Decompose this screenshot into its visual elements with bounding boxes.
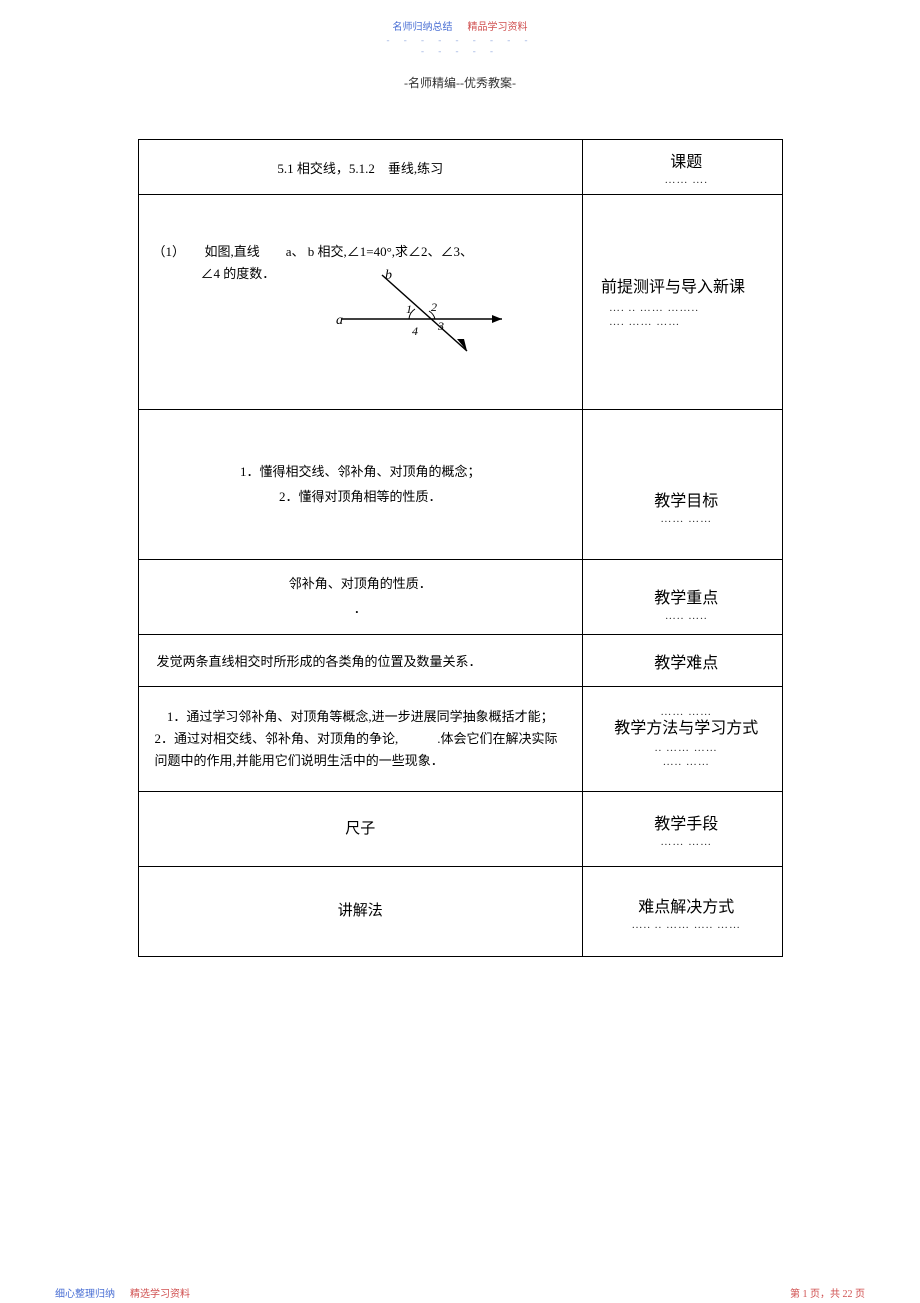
label-a: a	[336, 313, 343, 328]
arrow-a	[492, 315, 502, 323]
question-line2-wrap: ∠4 的度数． a b 1 2 3 4	[153, 263, 568, 363]
dots: …… ……	[601, 836, 772, 848]
label-cell: 前提测评与导入新课 …. .. …… …….. …. …… ……	[582, 195, 782, 410]
lesson-title-cell: 5.1 相交线，5.1.2 垂线,练习	[138, 140, 582, 195]
footer-left: 细心整理归纳 精选学习资料	[55, 1285, 190, 1300]
dots: …. …… ……	[601, 316, 772, 328]
header-left: 名师归纳总结	[393, 22, 453, 33]
header-right: 精品学习资料	[468, 22, 528, 33]
tools-text: 尺子	[345, 821, 375, 837]
focus-cell: 邻补角、对顶角的性质． ．	[138, 560, 582, 635]
label-keti: 课题	[601, 148, 772, 172]
footer-left-red: 精选学习资料	[130, 1289, 190, 1300]
label-cell: 难点解决方式 ….. .. …… ….. ……	[582, 867, 782, 957]
objectives-cell: 1．懂得相交线、邻补角、对顶角的概念； 2．懂得对顶角相等的性质．	[138, 410, 582, 560]
objective-2: 2．懂得对顶角相等的性质．	[149, 485, 572, 510]
intersecting-lines-diagram: a b 1 2 3 4	[275, 269, 568, 363]
footer-left-blue: 细心整理归纳	[55, 1289, 115, 1300]
table-row: 尺子 教学手段 …… ……	[138, 792, 782, 867]
label-shouduan: 教学手段	[601, 810, 772, 834]
table-row: 邻补角、对顶角的性质． ． 教学重点 ….. …..	[138, 560, 782, 635]
label-cell: 教学难点	[582, 635, 782, 687]
label-nandian: 教学难点	[601, 649, 772, 673]
label-fangfa: 教学方法与学习方式	[601, 718, 772, 740]
dots: ….. ……	[601, 756, 772, 768]
table-row: 5.1 相交线，5.1.2 垂线,练习 课题 …… ….	[138, 140, 782, 195]
table-row: （1） 如图,直线 a、 b 相交,∠1=40°,求∠2、∠3、 ∠4 的度数．…	[138, 195, 782, 410]
label-qianti: 前提测评与导入新课	[601, 276, 772, 300]
diagram-svg: a b 1 2 3 4	[332, 269, 512, 359]
difficulty-cell: 发觉两条直线相交时所形成的各类角的位置及数量关系．	[138, 635, 582, 687]
label-mubiao: 教学目标	[601, 487, 772, 511]
method-2: 2．通过对相交线、邻补角、对顶角的争论, .体会它们在解决实际问题中的作用,并能…	[149, 728, 572, 772]
table-row: 发觉两条直线相交时所形成的各类角的位置及数量关系． 教学难点	[138, 635, 782, 687]
header-sub-dashes: - - - - -	[0, 46, 920, 56]
label-cell: 课题 …… ….	[582, 140, 782, 195]
angle-2: 2	[431, 300, 437, 314]
method-1: 1．通过学习邻补角、对顶角等概念,进一步进展同学抽象概括才能；	[149, 706, 572, 728]
lesson-plan-table: 5.1 相交线，5.1.2 垂线,练习 课题 …… …. （1） 如图,直线 a…	[138, 139, 783, 957]
solution-cell: 讲解法	[138, 867, 582, 957]
tools-cell: 尺子	[138, 792, 582, 867]
page-header: 名师归纳总结 精品学习资料	[0, 0, 920, 33]
angle-1: 1	[406, 302, 412, 316]
objective-1: 1．懂得相交线、邻补角、对顶角的概念；	[149, 460, 572, 485]
label-cell: …… …… 教学方法与学习方式 .. …… …… ….. ……	[582, 687, 782, 792]
focus-1: 邻补角、对顶角的性质．	[149, 572, 572, 597]
dots: ….. …..	[601, 610, 772, 622]
difficulty-text: 发觉两条直线相交时所形成的各类角的位置及数量关系．	[157, 654, 482, 669]
focus-2: ．	[149, 597, 572, 622]
label-cell: 教学手段 …… ……	[582, 792, 782, 867]
label-b: b	[385, 269, 392, 283]
solution-text: 讲解法	[338, 903, 383, 919]
question-text-2: ∠4 的度数．	[153, 263, 276, 285]
table-row: 1．懂得相交线、邻补角、对顶角的概念； 2．懂得对顶角相等的性质． 教学目标 ……	[138, 410, 782, 560]
label-cell: 教学重点 ….. …..	[582, 560, 782, 635]
table-row: 讲解法 难点解决方式 ….. .. …… ….. ……	[138, 867, 782, 957]
dots: …… ……	[601, 513, 772, 525]
line-b	[382, 275, 467, 351]
question-text-1: （1） 如图,直线 a、 b 相交,∠1=40°,求∠2、∠3、	[153, 241, 568, 263]
methods-cell: 1．通过学习邻补角、对顶角等概念,进一步进展同学抽象概括才能； 2．通过对相交线…	[138, 687, 582, 792]
dots-top: …… ……	[601, 706, 772, 718]
label-zhongdian: 教学重点	[601, 584, 772, 608]
dots: …… ….	[601, 174, 772, 186]
dots: .. …… ……	[601, 742, 772, 754]
document-subtitle: -名师精编--优秀教案-	[0, 74, 920, 91]
label-jiejue: 难点解决方式	[601, 893, 772, 917]
angle-4: 4	[412, 324, 418, 338]
label-cell: 教学目标 …… ……	[582, 410, 782, 560]
footer-right: 第 1 页，共 22 页	[790, 1285, 865, 1300]
angle-3: 3	[437, 319, 444, 333]
dots: …. .. …… ……..	[601, 302, 772, 314]
dots: ….. .. …… ….. ……	[601, 919, 772, 931]
question-cell: （1） 如图,直线 a、 b 相交,∠1=40°,求∠2、∠3、 ∠4 的度数．…	[138, 195, 582, 410]
lesson-title: 5.1 相交线，5.1.2 垂线,练习	[277, 161, 443, 176]
header-dashes: - - - - - - - - -	[0, 35, 920, 45]
table-row: 1．通过学习邻补角、对顶角等概念,进一步进展同学抽象概括才能； 2．通过对相交线…	[138, 687, 782, 792]
